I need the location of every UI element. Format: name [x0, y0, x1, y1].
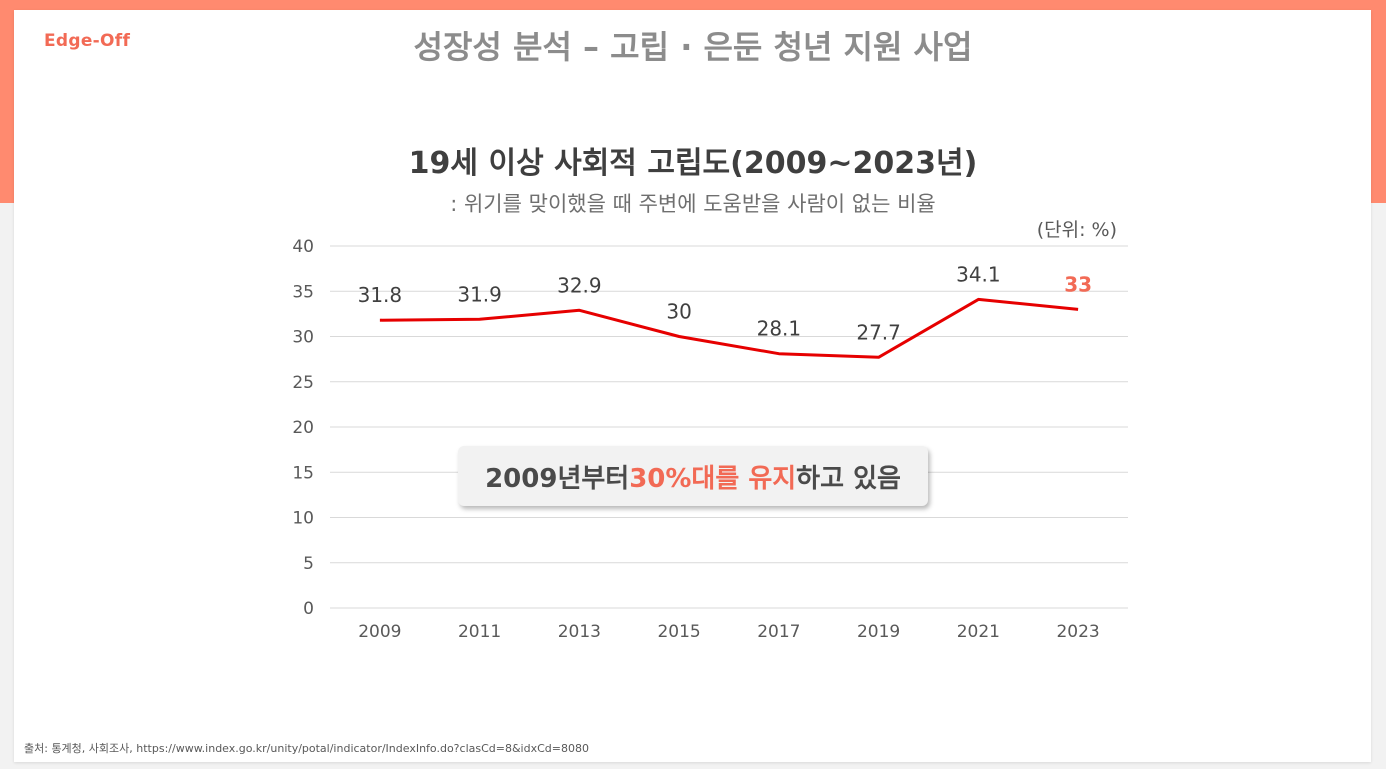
callout-box: 2009년부터 30%대를 유지 하고 있음 [458, 446, 928, 506]
y-tick-label: 20 [292, 418, 314, 438]
data-label: 27.7 [856, 320, 901, 344]
x-tick-label: 2009 [358, 622, 401, 642]
y-tick-label: 35 [292, 282, 314, 302]
y-tick-label: 10 [292, 509, 314, 529]
x-tick-label: 2013 [558, 622, 601, 642]
x-tick-label: 2021 [957, 622, 1000, 642]
callout-highlight: 30%대를 유지 [629, 463, 797, 494]
y-tick-label: 30 [292, 328, 314, 348]
data-label: 30 [666, 300, 691, 324]
x-tick-label: 2017 [757, 622, 800, 642]
slide: Edge-Off 성장성 분석 – 고립 · 은둔 청년 지원 사업 19세 이… [14, 10, 1371, 762]
data-label: 31.9 [457, 282, 502, 306]
data-label: 28.1 [757, 317, 802, 341]
line-chart: 0 5 10 15 20 25 30 35 40 2009 2011 2013 2015 2017 201… [292, 237, 1128, 642]
callout-text-1: 2009년부터 [485, 463, 630, 494]
y-tick-label: 5 [303, 554, 314, 574]
y-tick-label: 25 [292, 373, 314, 393]
data-labels: 31.8 31.9 32.9 30 28.1 27.7 34.1 33 [358, 262, 1092, 344]
callout-text-2: 하고 있음 [796, 463, 901, 494]
x-axis-ticks: 2009 2011 2013 2015 2017 2019 2021 2023 [358, 622, 1100, 642]
data-label: 34.1 [956, 262, 1001, 286]
unit-label: (단위: %) [1036, 219, 1117, 241]
series-line [379, 297, 1079, 359]
chart-gridlines [330, 245, 1128, 609]
y-tick-label: 0 [303, 599, 314, 619]
slide-title: 성장성 분석 – 고립 · 은둔 청년 지원 사업 [413, 28, 973, 66]
x-tick-label: 2023 [1056, 622, 1099, 642]
chart-title: 19세 이상 사회적 고립도(2009~2023년) [408, 146, 978, 181]
y-axis-ticks: 0 5 10 15 20 25 30 35 40 [292, 237, 314, 619]
source-note: 출처: 통계청, 사회조사, https://www.index.go.kr/u… [24, 742, 589, 755]
brand-logo: Edge-Off [44, 31, 131, 51]
data-label: 31.8 [358, 283, 403, 307]
x-tick-label: 2019 [857, 622, 900, 642]
y-tick-label: 40 [292, 237, 314, 257]
chart-subtitle: : 위기를 맞이했을 때 주변에 도움받을 사람이 없는 비율 [450, 192, 936, 216]
x-tick-label: 2015 [657, 622, 700, 642]
x-tick-label: 2011 [458, 622, 501, 642]
y-tick-label: 15 [292, 463, 314, 483]
data-label: 33 [1064, 272, 1092, 296]
data-label: 32.9 [557, 273, 602, 297]
